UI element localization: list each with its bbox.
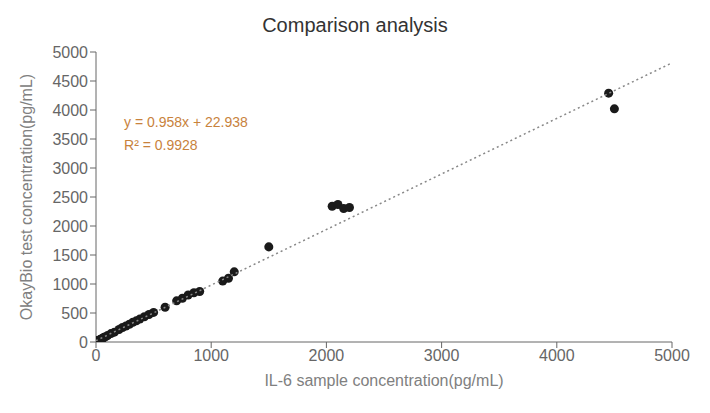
svg-text:2000: 2000 xyxy=(52,218,88,235)
svg-text:4000: 4000 xyxy=(539,347,575,364)
svg-text:IL-6 sample concentration(pg/m: IL-6 sample concentration(pg/mL) xyxy=(264,372,503,389)
svg-text:1500: 1500 xyxy=(52,247,88,264)
svg-text:R² = 0.9928: R² = 0.9928 xyxy=(124,137,198,153)
svg-text:500: 500 xyxy=(61,305,88,322)
svg-text:4500: 4500 xyxy=(52,73,88,90)
svg-text:5000: 5000 xyxy=(654,347,690,364)
svg-text:2500: 2500 xyxy=(52,189,88,206)
svg-text:3000: 3000 xyxy=(424,347,460,364)
svg-text:1000: 1000 xyxy=(52,276,88,293)
html-text:Comparison analysis: Comparison analysis xyxy=(262,14,448,36)
svg-text:OkayBio test concentration(pg/: OkayBio test concentration(pg/mL) xyxy=(18,74,35,320)
svg-text:2000: 2000 xyxy=(309,347,345,364)
svg-text:4000: 4000 xyxy=(52,102,88,119)
svg-text:5000: 5000 xyxy=(52,44,88,61)
svg-text:0: 0 xyxy=(79,334,88,351)
svg-text:y = 0.958x + 22.938: y = 0.958x + 22.938 xyxy=(124,114,248,130)
svg-text:0: 0 xyxy=(92,347,101,364)
svg-text:3000: 3000 xyxy=(52,160,88,177)
svg-text:3500: 3500 xyxy=(52,131,88,148)
svg-text:1000: 1000 xyxy=(193,347,229,364)
